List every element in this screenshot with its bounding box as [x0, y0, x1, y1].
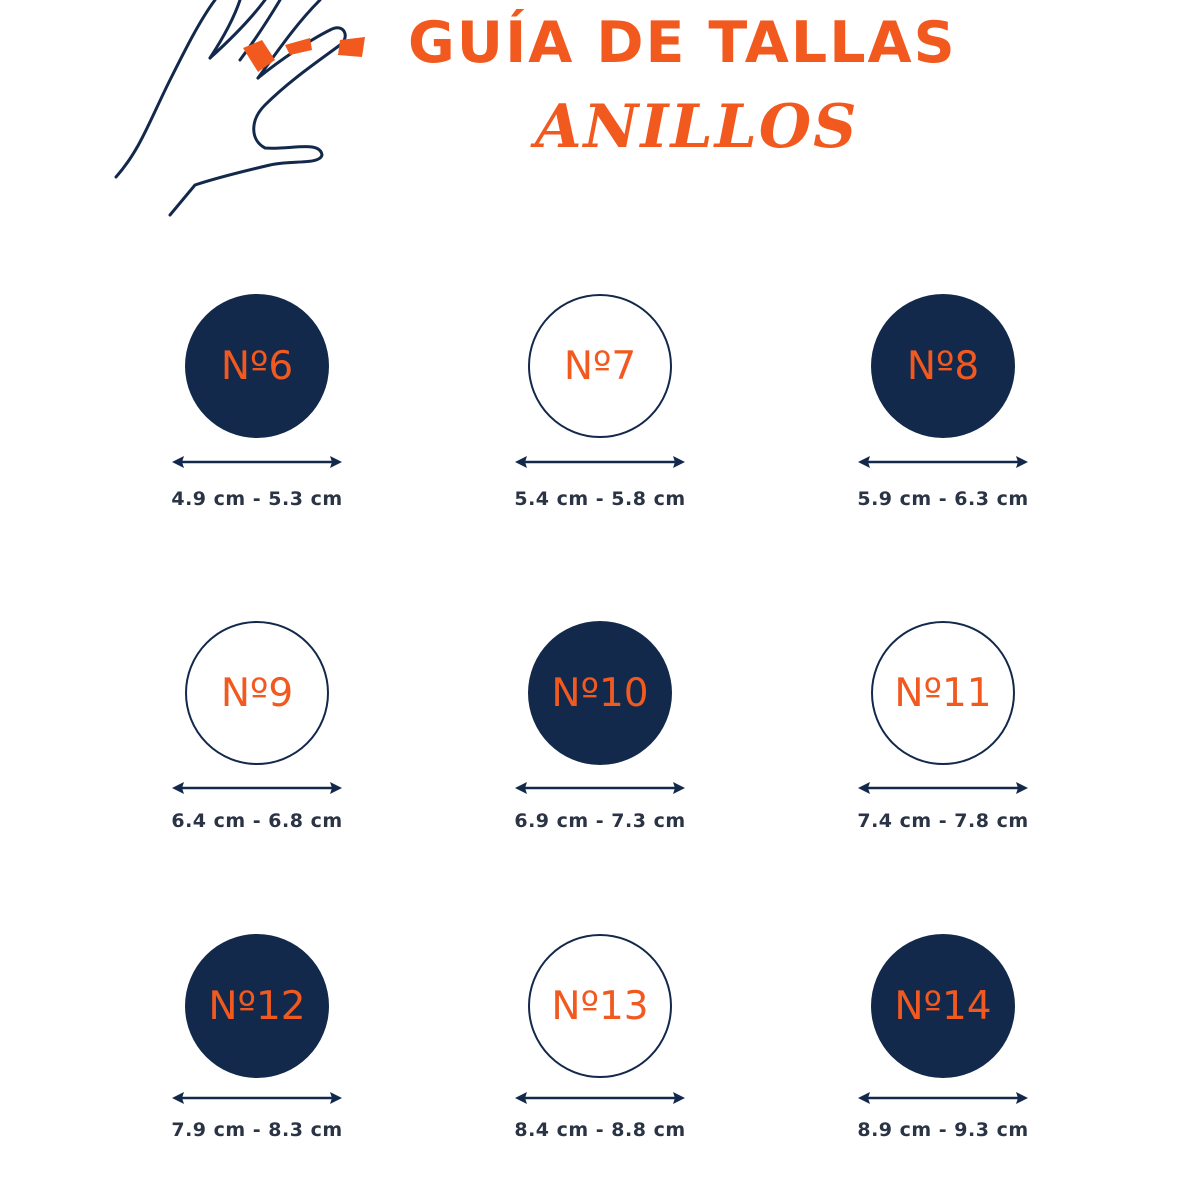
size-circle: Nº11: [871, 621, 1015, 765]
size-circle: Nº7: [528, 294, 672, 438]
size-circle: Nº12: [185, 934, 329, 1078]
size-circle: Nº8: [871, 294, 1015, 438]
size-item: Nº7 5.4 cm - 5.8 cm: [480, 294, 720, 534]
size-circle: Nº13: [528, 934, 672, 1078]
double-arrow-icon: [515, 1092, 685, 1104]
size-label: Nº10: [551, 670, 649, 716]
double-arrow-icon: [515, 782, 685, 794]
size-label: Nº14: [894, 983, 992, 1029]
size-label: Nº6: [220, 343, 294, 389]
size-circle: Nº10: [528, 621, 672, 765]
size-range: 6.9 cm - 7.3 cm: [514, 810, 686, 832]
size-item: Nº8 5.9 cm - 6.3 cm: [823, 294, 1063, 534]
size-item: Nº11 7.4 cm - 7.8 cm: [823, 621, 1063, 861]
size-range: 5.9 cm - 6.3 cm: [857, 488, 1029, 510]
hand-ring-illustration: [114, 0, 365, 217]
double-arrow-icon: [172, 782, 342, 794]
size-item: Nº6 4.9 cm - 5.3 cm: [137, 294, 377, 534]
size-range: 7.4 cm - 7.8 cm: [857, 810, 1029, 832]
size-label: Nº8: [906, 343, 980, 389]
size-range: 5.4 cm - 5.8 cm: [514, 488, 686, 510]
double-arrow-icon: [172, 456, 342, 468]
size-label: Nº9: [220, 670, 294, 716]
double-arrow-icon: [172, 1092, 342, 1104]
size-item: Nº14 8.9 cm - 9.3 cm: [823, 934, 1063, 1174]
size-range: 6.4 cm - 6.8 cm: [171, 810, 343, 832]
size-range: 8.4 cm - 8.8 cm: [514, 1119, 686, 1141]
size-label: Nº7: [563, 343, 637, 389]
size-item: Nº13 8.4 cm - 8.8 cm: [480, 934, 720, 1174]
size-item: Nº9 6.4 cm - 6.8 cm: [137, 621, 377, 861]
size-label: Nº12: [208, 983, 306, 1029]
size-circle: Nº14: [871, 934, 1015, 1078]
page-title: GUÍA DE TALLAS: [408, 10, 957, 76]
size-range: 4.9 cm - 5.3 cm: [171, 488, 343, 510]
double-arrow-icon: [858, 782, 1028, 794]
size-circle: Nº9: [185, 621, 329, 765]
size-item: Nº12 7.9 cm - 8.3 cm: [137, 934, 377, 1174]
size-range: 7.9 cm - 8.3 cm: [171, 1119, 343, 1141]
double-arrow-icon: [858, 1092, 1028, 1104]
size-item: Nº10 6.9 cm - 7.3 cm: [480, 621, 720, 861]
double-arrow-icon: [515, 456, 685, 468]
double-arrow-icon: [858, 456, 1028, 468]
size-label: Nº13: [551, 983, 649, 1029]
page-subtitle: ANILLOS: [535, 92, 859, 162]
size-range: 8.9 cm - 9.3 cm: [857, 1119, 1029, 1141]
size-circle: Nº6: [185, 294, 329, 438]
size-label: Nº11: [894, 670, 992, 716]
